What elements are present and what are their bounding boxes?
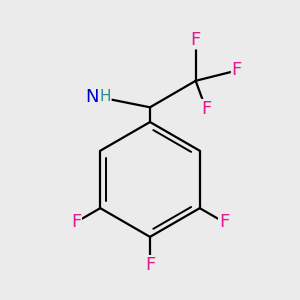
Text: N: N (85, 88, 98, 106)
Text: F: F (219, 213, 229, 231)
Text: F: F (145, 256, 155, 274)
Text: F: F (71, 213, 81, 231)
Text: F: F (190, 31, 201, 49)
Text: H: H (99, 89, 111, 104)
Text: F: F (232, 61, 242, 80)
Text: F: F (201, 100, 211, 118)
